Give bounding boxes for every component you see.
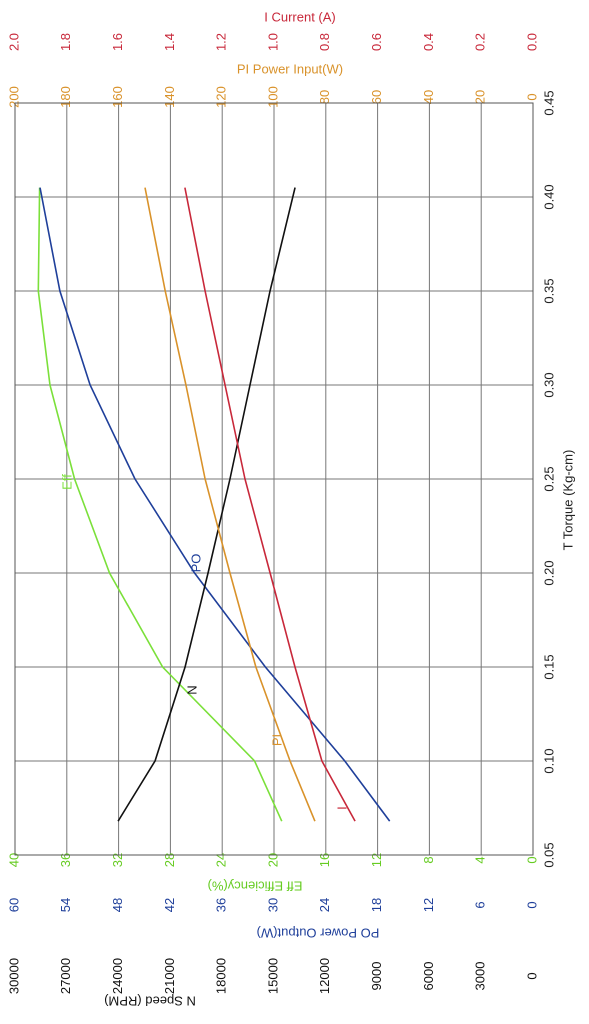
series-label: PI bbox=[269, 734, 284, 746]
line-series bbox=[184, 187, 356, 822]
y-tick-label: 40 bbox=[421, 90, 436, 104]
y-tick-label: 0.6 bbox=[369, 33, 384, 51]
plot-frame bbox=[14, 102, 534, 856]
y-tick-label: 0.2 bbox=[473, 33, 488, 51]
x-tick-label: 0.35 bbox=[541, 278, 556, 303]
y-tick-label: 0 bbox=[524, 972, 539, 979]
y-tick-label: 0.0 bbox=[524, 33, 539, 51]
y-tick-label: 28 bbox=[162, 853, 177, 867]
axis-label: N Speed (RPM) bbox=[104, 994, 196, 1009]
y-tick-label: 12 bbox=[421, 898, 436, 912]
y-tick-label: 6 bbox=[473, 901, 488, 908]
y-tick-label: 0 bbox=[524, 856, 539, 863]
y-tick-label: 1.8 bbox=[58, 33, 73, 51]
y-tick-label: 6000 bbox=[421, 962, 436, 991]
rotated-chart: 0.050.100.150.200.250.300.350.400.45T To… bbox=[6, 9, 575, 1008]
x-axis-label: T Torque (Kg-cm) bbox=[560, 450, 575, 551]
y-tick-label: 36 bbox=[214, 898, 229, 912]
axis-label: Eff Efficiency(%) bbox=[208, 879, 303, 894]
y-tick-label: 60 bbox=[6, 898, 21, 912]
series-label: Eff bbox=[59, 474, 74, 490]
y-tick-label: 24 bbox=[214, 853, 229, 867]
y-tick-label: 27000 bbox=[58, 958, 73, 994]
y-tick-label: 24000 bbox=[110, 958, 125, 994]
y-tick-label: 36 bbox=[58, 853, 73, 867]
y-tick-label: 30 bbox=[265, 898, 280, 912]
y-tick-label: 3000 bbox=[473, 962, 488, 991]
y-tick-label: 0.8 bbox=[317, 33, 332, 51]
x-tick-label: 0.05 bbox=[541, 842, 556, 867]
y-tick-label: 140 bbox=[162, 86, 177, 108]
x-tick-label: 0.10 bbox=[541, 748, 556, 773]
y-tick-label: 80 bbox=[317, 90, 332, 104]
y-tick-label: 0.4 bbox=[421, 33, 436, 51]
y-tick-label: 18000 bbox=[214, 958, 229, 994]
y-tick-label: 42 bbox=[162, 898, 177, 912]
line-series bbox=[117, 187, 296, 822]
y-tick-label: 40 bbox=[6, 853, 21, 867]
y-tick-label: 1.2 bbox=[214, 33, 229, 51]
series-label: N bbox=[184, 685, 199, 694]
x-tick-label: 0.40 bbox=[541, 184, 556, 209]
x-tick-label: 0.20 bbox=[541, 560, 556, 585]
y-tick-label: 12 bbox=[369, 853, 384, 867]
line-series bbox=[39, 187, 391, 822]
y-tick-label: 32 bbox=[110, 853, 125, 867]
x-tick-label: 0.30 bbox=[541, 372, 556, 397]
line-series bbox=[144, 187, 316, 822]
y-tick-label: 60 bbox=[369, 90, 384, 104]
y-tick-label: 20 bbox=[473, 90, 488, 104]
y-tick-label: 180 bbox=[58, 86, 73, 108]
y-tick-label: 24 bbox=[317, 898, 332, 912]
y-tick-label: 4 bbox=[473, 856, 488, 863]
y-tick-label: 54 bbox=[58, 898, 73, 912]
series-label: PO bbox=[188, 554, 203, 573]
y-tick-label: 2.0 bbox=[6, 33, 21, 51]
y-tick-label: 18 bbox=[369, 898, 384, 912]
y-tick-label: 20 bbox=[265, 853, 280, 867]
y-tick-label: 1.6 bbox=[110, 33, 125, 51]
y-tick-label: 12000 bbox=[317, 958, 332, 994]
y-tick-label: 0 bbox=[524, 93, 539, 100]
y-tick-label: 160 bbox=[110, 86, 125, 108]
y-tick-label: 16 bbox=[317, 853, 332, 867]
y-tick-label: 1.4 bbox=[162, 33, 177, 51]
y-tick-label: 48 bbox=[110, 898, 125, 912]
y-tick-label: 9000 bbox=[369, 962, 384, 991]
y-tick-label: 120 bbox=[214, 86, 229, 108]
axis-label: I Current (A) bbox=[264, 9, 336, 24]
y-tick-label: 30000 bbox=[6, 958, 21, 994]
x-tick-label: 0.45 bbox=[541, 90, 556, 115]
x-tick-label: 0.15 bbox=[541, 654, 556, 679]
axis-label: PO Power Output(W) bbox=[257, 926, 380, 941]
y-tick-label: 8 bbox=[421, 856, 436, 863]
y-tick-label: 21000 bbox=[162, 958, 177, 994]
series-label: I bbox=[334, 806, 349, 810]
line-series bbox=[37, 187, 283, 822]
y-tick-label: 100 bbox=[265, 86, 280, 108]
y-tick-label: 1.0 bbox=[265, 33, 280, 51]
y-tick-label: 15000 bbox=[265, 958, 280, 994]
y-tick-label: 200 bbox=[6, 86, 21, 108]
axis-label: PI Power Input(W) bbox=[237, 61, 343, 76]
x-tick-label: 0.25 bbox=[541, 466, 556, 491]
y-tick-label: 0 bbox=[524, 901, 539, 908]
